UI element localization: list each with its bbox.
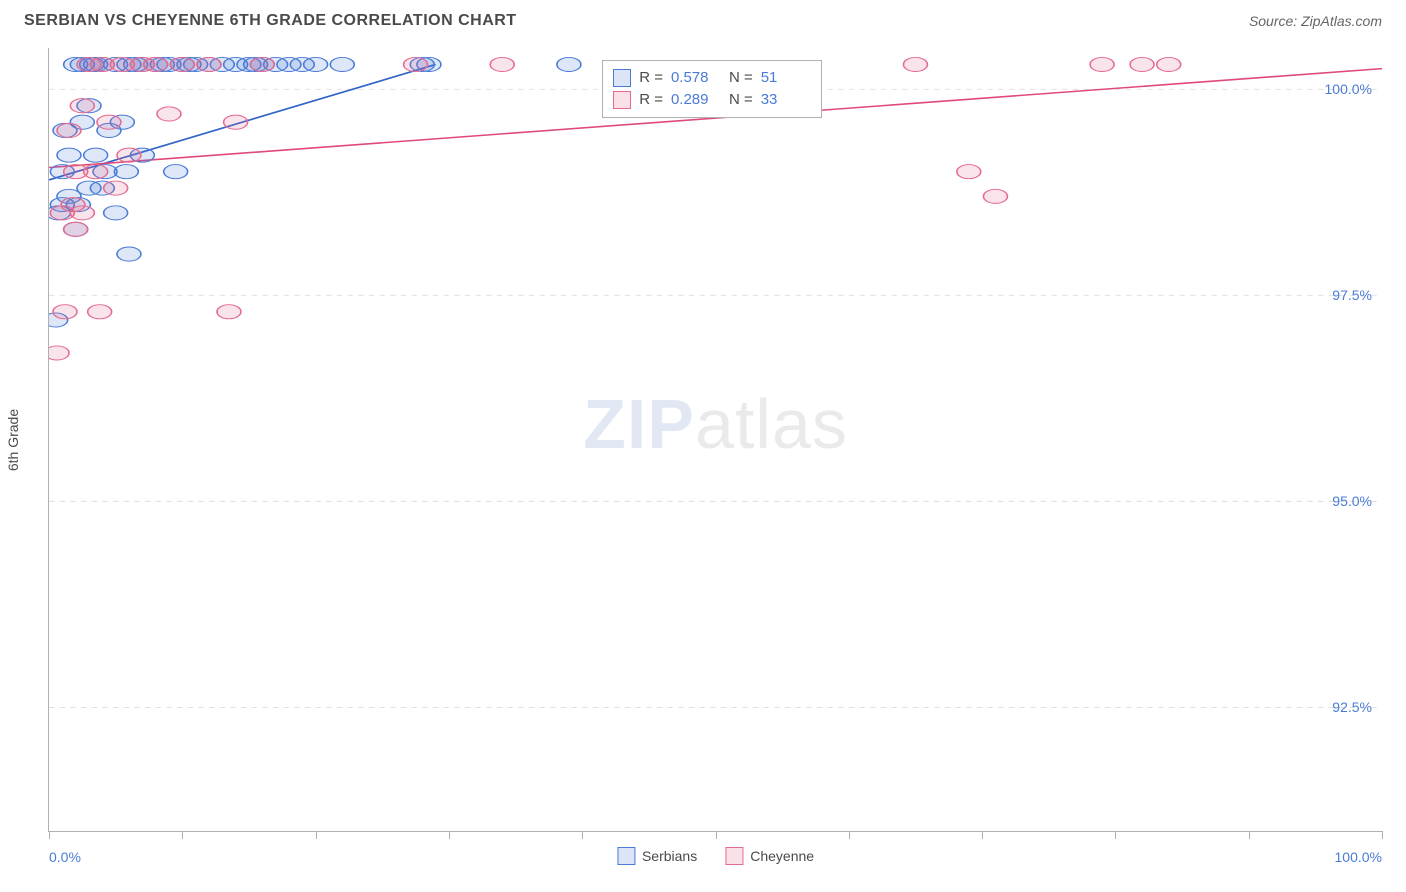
legend-label: Cheyenne (750, 848, 814, 864)
chart-title: SERBIAN VS CHEYENNE 6TH GRADE CORRELATIO… (24, 12, 517, 30)
stats-R-label: R = (639, 91, 663, 108)
data-point-series-1 (70, 206, 94, 220)
data-point-series-1 (1090, 57, 1114, 71)
legend-swatch (725, 847, 743, 865)
data-point-series-1 (197, 57, 221, 71)
xaxis-max-label: 100.0% (1335, 849, 1382, 865)
data-point-series-1 (217, 305, 241, 319)
data-point-series-1 (104, 181, 128, 195)
xaxis-tick (982, 831, 983, 839)
data-point-series-1 (49, 346, 69, 360)
data-point-series-1 (250, 57, 274, 71)
data-point-series-1 (490, 57, 514, 71)
data-point-series-1 (117, 148, 141, 162)
xaxis-tick (1249, 831, 1250, 839)
stats-N-value: 51 (761, 69, 811, 86)
data-point-series-1 (88, 305, 112, 319)
chart-source: Source: ZipAtlas.com (1249, 13, 1382, 29)
data-point-series-1 (903, 57, 927, 71)
data-point-series-1 (404, 57, 428, 71)
yaxis-tick-label: 92.5% (1332, 699, 1372, 715)
series-swatch (613, 91, 631, 109)
xaxis-min-label: 0.0% (49, 849, 81, 865)
series-swatch (613, 69, 631, 87)
stats-N-value: 33 (761, 91, 811, 108)
xaxis-tick (716, 831, 717, 839)
xaxis-tick (849, 831, 850, 839)
data-point-series-1 (1157, 57, 1181, 71)
xaxis-tick (1115, 831, 1116, 839)
legend-item: Serbians (617, 847, 697, 865)
data-point-series-0 (304, 57, 328, 71)
xaxis-tick (182, 831, 183, 839)
data-point-series-0 (330, 57, 354, 71)
data-point-series-0 (557, 57, 581, 71)
data-point-series-1 (170, 57, 194, 71)
data-point-series-0 (114, 165, 138, 179)
data-point-series-1 (53, 305, 77, 319)
data-point-series-1 (157, 107, 181, 121)
legend-label: Serbians (642, 848, 697, 864)
xaxis-tick (316, 831, 317, 839)
data-point-series-1 (224, 115, 248, 129)
legend: Serbians Cheyenne (617, 847, 814, 865)
chart-plot-area: 6th Grade ZIPatlas R =0.578N =51R =0.289… (48, 48, 1382, 832)
xaxis-tick (49, 831, 50, 839)
yaxis-tick-label: 100.0% (1325, 81, 1372, 97)
data-point-series-0 (84, 148, 108, 162)
data-point-series-1 (57, 123, 81, 137)
data-point-series-1 (983, 189, 1007, 203)
data-point-series-1 (70, 99, 94, 113)
stats-R-value: 0.289 (671, 91, 721, 108)
yaxis-title: 6th Grade (5, 408, 21, 470)
xaxis-tick (449, 831, 450, 839)
yaxis-tick-label: 97.5% (1332, 287, 1372, 303)
data-point-series-1 (64, 222, 88, 236)
data-point-series-0 (164, 165, 188, 179)
data-point-series-0 (117, 247, 141, 261)
yaxis-tick-label: 95.0% (1332, 493, 1372, 509)
scatter-svg (49, 48, 1382, 831)
correlation-stats-box: R = 0.578 N = 51 R = 0.289 N = 33 (602, 60, 822, 118)
legend-swatch (617, 847, 635, 865)
stats-N-label: N = (729, 69, 753, 86)
data-point-series-0 (57, 148, 81, 162)
xaxis-tick (1382, 831, 1383, 839)
legend-item: Cheyenne (725, 847, 814, 865)
stats-row: R = 0.289 N = 33 (613, 89, 811, 111)
data-point-series-1 (957, 165, 981, 179)
data-point-series-0 (104, 206, 128, 220)
data-point-series-1 (144, 57, 168, 71)
data-point-series-1 (1130, 57, 1154, 71)
stats-R-label: R = (639, 69, 663, 86)
data-point-series-1 (97, 115, 121, 129)
stats-N-label: N = (729, 91, 753, 108)
xaxis-tick (582, 831, 583, 839)
data-point-series-1 (84, 165, 108, 179)
stats-row: R = 0.578 N = 51 (613, 67, 811, 89)
stats-R-value: 0.578 (671, 69, 721, 86)
